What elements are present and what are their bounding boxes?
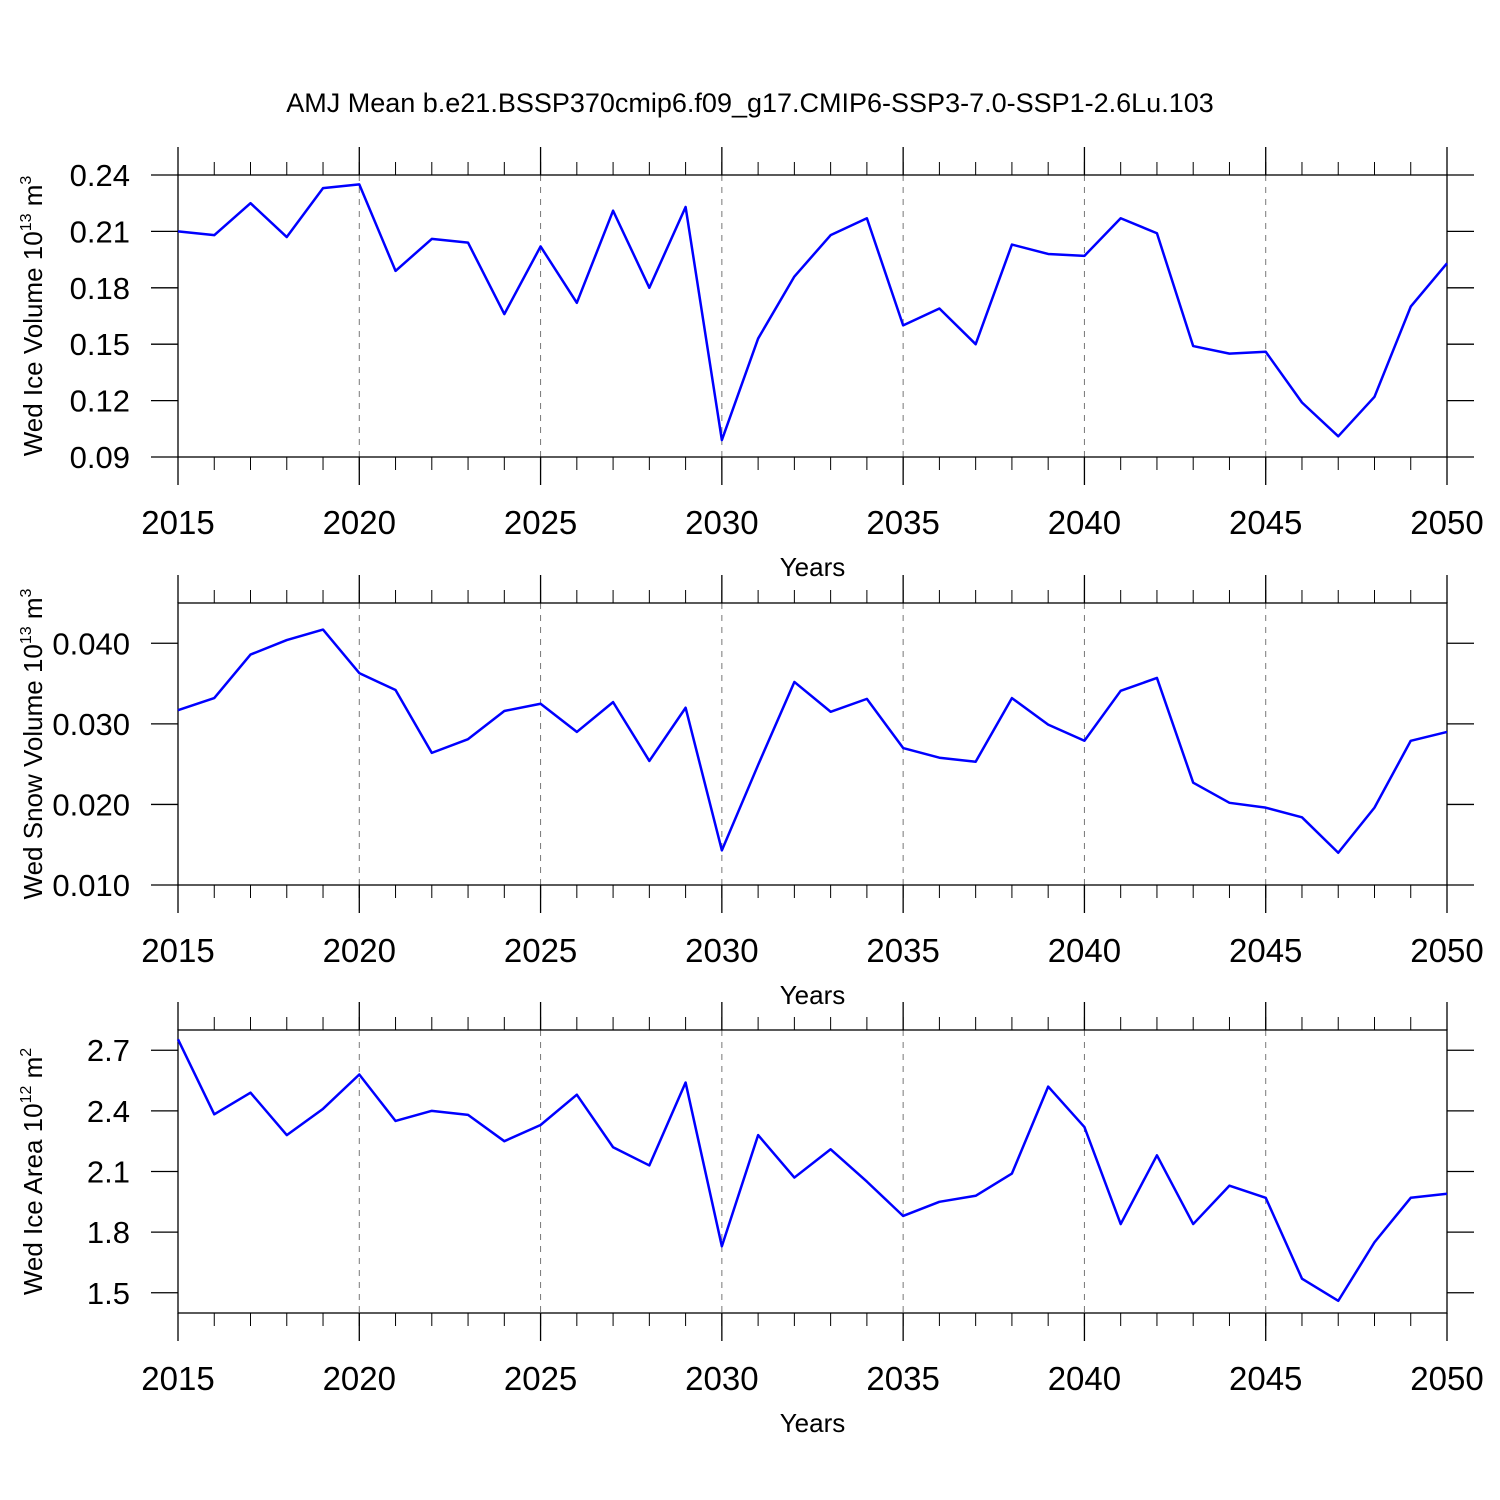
x-tick-label: 2045 [1229,1360,1302,1397]
x-axis-title: Years [780,1408,846,1438]
plot-frame [177,602,1448,886]
y-axis-title-exp: 12 [18,1086,35,1104]
x-tick-label: 2025 [504,1360,577,1397]
x-tick-label: 2015 [141,932,214,969]
data-line [176,1038,1448,1303]
y-tick-label: 2.4 [87,1094,130,1129]
plot-frame [177,1029,1448,1314]
x-tick-label: 2040 [1048,1360,1121,1397]
data-line [177,628,1448,855]
y-tick-label: 0.040 [52,626,130,661]
y-axis-title-unit: m [18,1057,48,1086]
y-axis-title-exp: 13 [18,626,35,644]
x-tick-label: 2025 [504,504,577,541]
x-tick-label: 2035 [866,1360,939,1397]
y-axis-title-unit-exp: 3 [18,588,35,597]
y-tick-label: 0.12 [70,384,130,419]
x-tick-label: 2025 [504,932,577,969]
x-axis-title: Years [780,980,846,1010]
x-tick-label: 2020 [323,932,396,969]
x-tick-label: 2020 [323,504,396,541]
y-tick-label: 1.5 [87,1276,130,1311]
x-tick-label: 2045 [1229,932,1302,969]
y-axis-title-text: Wed Ice Area 10 [18,1103,48,1295]
x-tick-label: 2015 [141,1360,214,1397]
x-tick-label: 2050 [1410,932,1483,969]
y-axis-title-text: Wed Snow Volume 10 [18,644,48,899]
y-tick-label: 2.1 [87,1155,130,1190]
y-axis-title: Wed Snow Volume 1013 m3 [18,588,48,899]
x-tick-label: 2020 [323,1360,396,1397]
x-tick-label: 2030 [685,932,758,969]
x-tick-label: 2030 [685,504,758,541]
y-tick-label: 0.21 [70,214,130,249]
y-tick-label: 0.18 [70,271,130,306]
y-axis-title-unit-exp: 3 [18,176,35,185]
x-axis-title: Years [780,552,846,582]
x-tick-label: 2015 [141,504,214,541]
y-axis-title: Wed Ice Area 1012 m2 [18,1048,48,1295]
y-tick-label: 1.8 [87,1215,130,1250]
y-tick-label: 0.020 [52,787,130,822]
x-tick-label: 2040 [1048,504,1121,541]
y-axis-title-unit: m [18,185,48,214]
y-axis-title-text: Wed Ice Volume 10 [18,231,48,456]
y-axis-title: Wed Ice Volume 1013 m3 [18,176,48,457]
x-tick-label: 2050 [1410,1360,1483,1397]
plot-frame [177,174,1448,458]
figure-title: AMJ Mean b.e21.BSSP370cmip6.f09_g17.CMIP… [286,88,1214,118]
data-line [177,183,1448,442]
y-tick-label: 0.15 [70,327,130,362]
x-tick-label: 2050 [1410,504,1483,541]
x-tick-label: 2045 [1229,504,1302,541]
x-tick-label: 2030 [685,1360,758,1397]
x-tick-label: 2035 [866,932,939,969]
y-axis-title-exp: 13 [18,213,35,231]
y-tick-label: 0.030 [52,707,130,742]
y-axis-title-unit: m [18,597,48,626]
y-axis-title-unit-exp: 2 [18,1048,35,1057]
x-tick-label: 2035 [866,504,939,541]
y-tick-label: 0.09 [70,440,130,475]
y-tick-label: 2.7 [87,1033,130,1068]
y-tick-label: 0.010 [52,868,130,903]
x-tick-label: 2040 [1048,932,1121,969]
y-tick-label: 0.24 [70,158,130,193]
